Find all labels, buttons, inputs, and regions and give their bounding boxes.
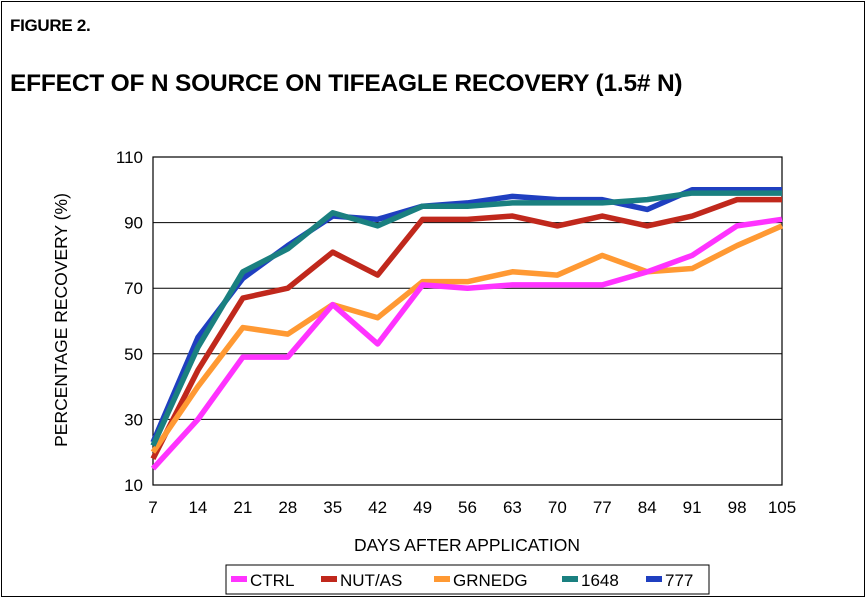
x-tick-label: 105 bbox=[768, 498, 796, 517]
legend-swatch-grnedg bbox=[434, 576, 450, 582]
x-axis-label: DAYS AFTER APPLICATION bbox=[354, 535, 580, 555]
gridlines bbox=[153, 222, 782, 420]
legend-label-777: 777 bbox=[665, 571, 693, 590]
chart-title: EFFECT OF N SOURCE ON TIFEAGLE RECOVERY … bbox=[10, 70, 683, 97]
legend-swatch-nut-as bbox=[321, 576, 337, 582]
x-tick-label: 14 bbox=[188, 498, 207, 517]
x-tick-label: 56 bbox=[458, 498, 477, 517]
legend-swatch-777 bbox=[646, 576, 662, 582]
x-tick-label: 28 bbox=[278, 498, 297, 517]
legend-box bbox=[225, 564, 710, 595]
series-line-ctrl bbox=[150, 216, 783, 471]
y-tick-label: 50 bbox=[124, 345, 143, 364]
y-axis-ticks: 10 30 50 70 90 110 bbox=[116, 148, 143, 495]
x-tick-label: 77 bbox=[593, 498, 612, 517]
legend-label-1648: 1648 bbox=[581, 571, 619, 590]
legend: CTRL NUT/AS GRNEDG 1648 777 bbox=[225, 564, 710, 595]
legend-swatch-1648 bbox=[562, 576, 578, 582]
x-tick-label: 35 bbox=[323, 498, 342, 517]
y-tick-label: 90 bbox=[124, 214, 143, 233]
y-tick-label: 110 bbox=[116, 148, 143, 167]
plot-area bbox=[152, 156, 783, 486]
x-tick-label: 91 bbox=[683, 498, 702, 517]
series-line-1648 bbox=[150, 190, 782, 447]
x-tick-label: 98 bbox=[728, 498, 747, 517]
x-axis-ticks: 7 14 21 28 35 42 49 56 63 70 77 84 91 98 105 bbox=[148, 498, 796, 517]
x-tick-label: 70 bbox=[548, 498, 567, 517]
legend-label-ctrl: CTRL bbox=[250, 571, 294, 590]
series-lines bbox=[150, 187, 784, 471]
legend-label-nut-as: NUT/AS bbox=[340, 571, 402, 590]
series-line-777 bbox=[150, 187, 782, 444]
y-tick-label: 30 bbox=[124, 410, 143, 429]
y-axis-label: PERCENTAGE RECOVERY (%) bbox=[51, 193, 71, 447]
figure-label: FIGURE 2. bbox=[10, 16, 91, 35]
legend-label-grnedg: GRNEDG bbox=[453, 571, 528, 590]
legend-swatch-ctrl bbox=[231, 576, 247, 582]
x-tick-label: 7 bbox=[148, 498, 157, 517]
x-tick-label: 21 bbox=[233, 498, 252, 517]
series-line-nut-as bbox=[150, 196, 782, 461]
y-tick-label: 70 bbox=[124, 279, 143, 298]
y-tick-label: 10 bbox=[124, 476, 143, 495]
x-tick-label: 42 bbox=[368, 498, 387, 517]
series-line-grnedg bbox=[150, 223, 784, 454]
x-tick-label: 63 bbox=[503, 498, 522, 517]
x-tick-label: 49 bbox=[413, 498, 432, 517]
x-tick-label: 84 bbox=[638, 498, 657, 517]
